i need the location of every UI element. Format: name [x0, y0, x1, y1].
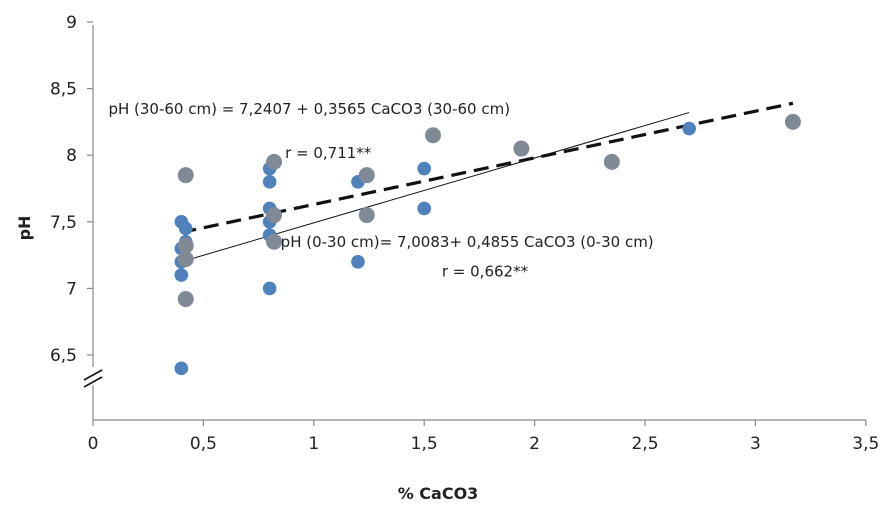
data-points — [174, 113, 801, 376]
data-point-30-60cm — [358, 167, 375, 184]
y-tick-label: 7,5 — [50, 213, 77, 233]
data-point-30-60cm — [266, 153, 283, 170]
x-tick-label: 2,5 — [631, 434, 658, 454]
regression-annotation: r = 0,662** — [442, 262, 529, 280]
axes — [83, 25, 866, 421]
data-point-0-30cm — [178, 221, 193, 236]
x-tick-label: 3,5 — [852, 434, 879, 454]
data-point-30-60cm — [603, 153, 620, 170]
data-point-30-60cm — [266, 207, 283, 224]
y-ticks: 6,5 7 7,5 8 8,5 9 — [50, 13, 93, 366]
y-tick-label: 7 — [66, 279, 77, 299]
data-point-0-30cm — [174, 268, 189, 282]
data-point-0-30cm — [262, 281, 277, 296]
x-ticks: 0 0,5 1 1,5 2 2,5 3 3,5 — [88, 420, 879, 454]
regression-annotation: pH (30-60 cm) = 7,2407 + 0,3565 CaCO3 (3… — [108, 100, 510, 118]
data-point-30-60cm — [177, 237, 194, 254]
x-tick-label: 1,5 — [411, 434, 438, 454]
y-tick-label: 9 — [66, 13, 77, 33]
data-point-0-30cm — [351, 254, 365, 269]
x-tick-label: 0 — [88, 434, 99, 454]
data-point-30-60cm — [177, 251, 194, 268]
data-point-0-30cm — [174, 361, 189, 376]
x-tick-label: 3 — [750, 434, 761, 454]
data-point-30-60cm — [177, 291, 194, 308]
axis-break-mark — [83, 369, 103, 388]
data-point-0-30cm — [417, 201, 432, 216]
x-tick-label: 1 — [308, 434, 319, 454]
data-point-30-60cm — [784, 113, 801, 130]
x-axis-title: % CaCO3 — [398, 484, 479, 503]
y-axis-title: pH — [15, 216, 34, 241]
data-point-30-60cm — [425, 127, 442, 144]
data-point-0-30cm — [417, 161, 432, 176]
annotations: pH (30-60 cm) = 7,2407 + 0,3565 CaCO3 (3… — [108, 100, 653, 281]
y-tick-label: 6,5 — [50, 346, 77, 366]
data-point-30-60cm — [177, 167, 194, 184]
data-point-30-60cm — [266, 233, 283, 250]
regression-annotation: pH (0-30 cm)= 7,0083+ 0,4855 CaCO3 (0-30… — [281, 233, 654, 251]
y-tick-label: 8 — [66, 146, 77, 166]
data-point-30-60cm — [513, 140, 530, 157]
data-point-30-60cm — [358, 207, 375, 224]
data-point-0-30cm — [682, 121, 696, 136]
regression-annotation: r = 0,711** — [285, 144, 372, 162]
data-point-0-30cm — [262, 175, 277, 189]
y-tick-label: 8,5 — [50, 80, 77, 100]
x-tick-label: 0,5 — [190, 434, 217, 454]
x-tick-label: 2 — [529, 434, 540, 454]
